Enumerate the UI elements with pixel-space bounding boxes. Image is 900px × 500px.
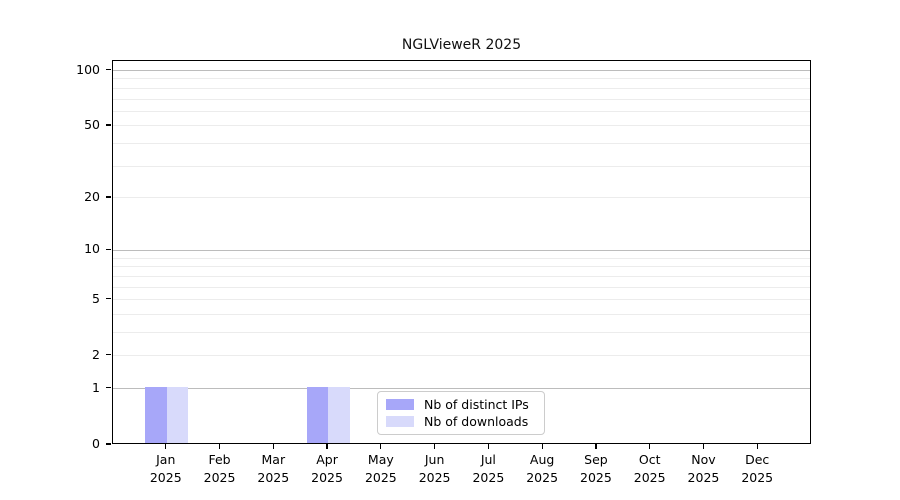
y-tick-mark bbox=[106, 443, 111, 445]
x-tick-mark bbox=[380, 444, 382, 449]
x-tick-label: Dec 2025 bbox=[741, 452, 774, 485]
gridline-minor bbox=[113, 275, 810, 277]
x-tick-label: Jul 2025 bbox=[472, 452, 505, 485]
y-tick-mark bbox=[106, 387, 111, 389]
legend: Nb of distinct IPs Nb of downloads bbox=[377, 391, 545, 435]
gridline-minor bbox=[113, 266, 810, 268]
x-tick-mark bbox=[595, 444, 597, 449]
x-tick-mark bbox=[649, 444, 651, 449]
gridline-minor bbox=[113, 355, 810, 357]
x-tick-mark bbox=[541, 444, 543, 449]
legend-label: Nb of distinct IPs bbox=[424, 397, 529, 412]
gridline-minor bbox=[113, 286, 810, 288]
x-tick-mark bbox=[756, 444, 758, 449]
gridline-minor bbox=[113, 257, 810, 259]
x-tick-label: Apr 2025 bbox=[311, 452, 343, 485]
y-tick-mark bbox=[106, 124, 111, 126]
legend-label: Nb of downloads bbox=[424, 414, 529, 429]
x-tick-label: May 2025 bbox=[364, 452, 397, 485]
gridline-minor bbox=[113, 98, 810, 100]
x-tick-label: Nov 2025 bbox=[687, 452, 720, 485]
y-tick-label: 2 bbox=[92, 346, 100, 362]
y-tick-label: 5 bbox=[92, 290, 100, 306]
x-tick-label: Mar 2025 bbox=[257, 452, 290, 485]
y-tick-mark bbox=[106, 248, 111, 250]
bar bbox=[328, 386, 350, 443]
y-tick-label: 0 bbox=[92, 436, 100, 451]
x-tick-label: Feb 2025 bbox=[203, 452, 236, 485]
gridline-minor bbox=[113, 78, 810, 80]
gridline-minor bbox=[113, 143, 810, 145]
x-tick-mark bbox=[326, 444, 328, 449]
x-tick-label: Sep 2025 bbox=[580, 452, 612, 485]
gridline-minor bbox=[113, 87, 810, 89]
y-tick-mark bbox=[106, 196, 111, 198]
chart-title: NGLVieweR 2025 bbox=[401, 37, 522, 53]
gridline-minor bbox=[113, 299, 810, 301]
gridline-minor bbox=[113, 125, 810, 127]
y-tick-label: 100 bbox=[76, 61, 100, 77]
y-tick-mark bbox=[106, 298, 111, 300]
x-tick-mark bbox=[218, 444, 221, 449]
gridline-minor bbox=[113, 313, 810, 315]
plot-area bbox=[112, 60, 811, 444]
gridline-major bbox=[113, 388, 810, 390]
bar bbox=[306, 386, 329, 443]
x-tick-mark bbox=[702, 444, 705, 449]
y-tick-label: 20 bbox=[84, 188, 100, 204]
x-tick-label: Aug 2025 bbox=[526, 452, 559, 485]
x-tick-mark bbox=[487, 444, 489, 449]
y-tick-label: 10 bbox=[84, 241, 100, 257]
bar bbox=[166, 386, 189, 443]
x-tick-mark bbox=[272, 444, 274, 449]
x-tick-label: Jun 2025 bbox=[418, 452, 451, 485]
y-tick-mark bbox=[106, 354, 111, 356]
y-tick-mark bbox=[106, 68, 111, 71]
x-tick-label: Jan 2025 bbox=[149, 452, 182, 485]
gridline-major bbox=[113, 70, 810, 71]
legend-item: Nb of downloads bbox=[386, 414, 536, 429]
legend-swatch bbox=[386, 416, 414, 427]
gridline-minor bbox=[113, 165, 810, 167]
x-tick-mark bbox=[434, 444, 436, 449]
x-tick-mark bbox=[165, 444, 167, 449]
y-tick-label: 50 bbox=[84, 116, 100, 132]
legend-swatch bbox=[386, 399, 414, 410]
gridline-minor bbox=[113, 332, 810, 333]
legend-item: Nb of distinct IPs bbox=[386, 397, 536, 412]
gridline-major bbox=[113, 249, 810, 251]
gridline-minor bbox=[113, 197, 810, 199]
bar bbox=[145, 386, 167, 443]
y-tick-label: 1 bbox=[92, 379, 100, 395]
x-tick-label: Oct 2025 bbox=[633, 452, 666, 485]
gridline-minor bbox=[113, 110, 810, 112]
